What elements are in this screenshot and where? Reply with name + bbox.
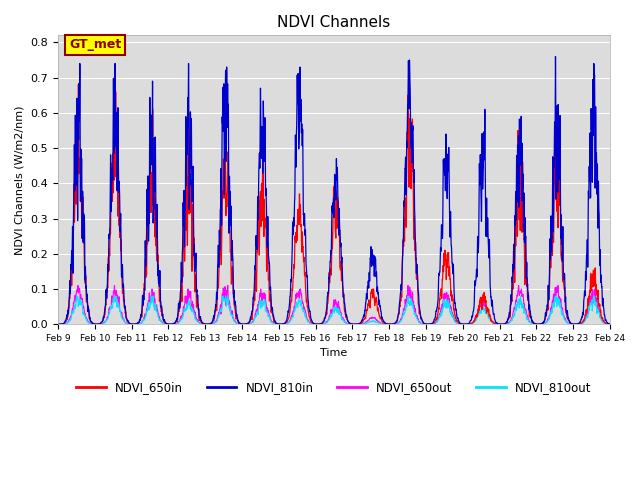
Text: GT_met: GT_met <box>69 38 122 51</box>
NDVI_810in <box>552 54 559 60</box>
Line: NDVI_810in: NDVI_810in <box>58 57 610 324</box>
Line: NDVI_650out: NDVI_650out <box>58 286 610 324</box>
NDVI_810in <box>606 321 614 327</box>
Y-axis label: NDVI Channels (W/m2/nm): NDVI Channels (W/m2/nm) <box>15 105 25 254</box>
NDVI_650out <box>606 321 614 327</box>
NDVI_650in <box>410 213 418 219</box>
NDVI_810out <box>606 321 614 327</box>
NDVI_650in <box>54 321 62 327</box>
NDVI_650in <box>489 319 497 324</box>
NDVI_650out <box>410 303 418 309</box>
NDVI_650out <box>166 321 174 327</box>
NDVI_810in <box>410 179 418 185</box>
Line: NDVI_810out: NDVI_810out <box>58 296 610 324</box>
NDVI_650out <box>74 283 82 288</box>
NDVI_650in <box>261 218 269 224</box>
NDVI_810in <box>260 144 268 150</box>
NDVI_810in <box>489 303 497 309</box>
Title: NDVI Channels: NDVI Channels <box>277 15 390 30</box>
NDVI_650in <box>606 321 614 327</box>
NDVI_650out <box>349 321 356 327</box>
NDVI_650in <box>166 321 174 327</box>
NDVI_810out <box>54 321 62 327</box>
NDVI_810out <box>261 297 269 302</box>
NDVI_810out <box>349 321 356 327</box>
NDVI_810in <box>172 318 180 324</box>
NDVI_810in <box>166 321 174 327</box>
NDVI_810out <box>489 320 497 325</box>
NDVI_650in <box>604 321 612 327</box>
NDVI_810in <box>54 321 62 327</box>
NDVI_650out <box>604 321 612 327</box>
NDVI_650out <box>261 296 269 302</box>
NDVI_810out <box>172 321 180 327</box>
NDVI_650out <box>172 321 180 326</box>
NDVI_650out <box>54 321 62 327</box>
NDVI_810in <box>349 321 356 327</box>
X-axis label: Time: Time <box>321 348 348 359</box>
NDVI_650in <box>459 321 467 327</box>
NDVI_810out <box>410 312 418 317</box>
NDVI_650in <box>75 82 83 87</box>
NDVI_810out <box>166 321 174 327</box>
NDVI_810out <box>73 293 81 299</box>
Legend: NDVI_650in, NDVI_810in, NDVI_650out, NDVI_810out: NDVI_650in, NDVI_810in, NDVI_650out, NDV… <box>72 377 596 399</box>
NDVI_810out <box>604 321 612 327</box>
Line: NDVI_650in: NDVI_650in <box>58 84 610 324</box>
NDVI_650out <box>489 319 497 324</box>
NDVI_810in <box>604 321 612 326</box>
NDVI_650in <box>172 318 180 324</box>
